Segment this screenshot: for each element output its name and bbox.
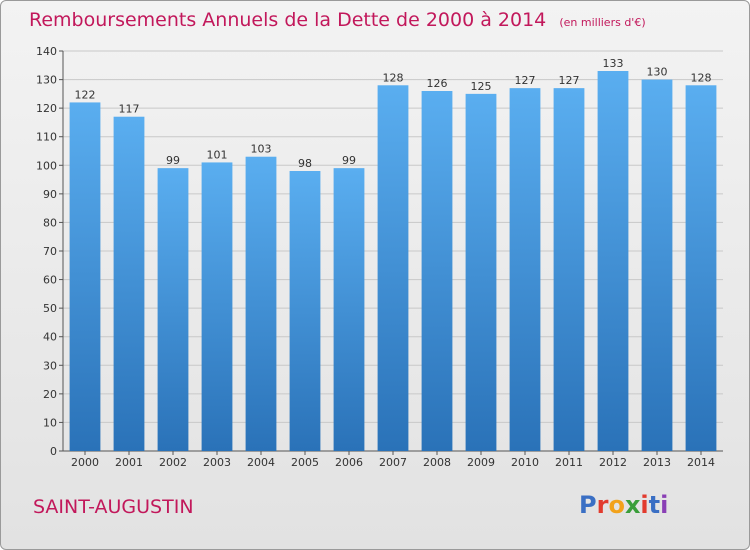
value-label: 117 [119, 103, 140, 116]
x-tick-label: 2007 [379, 456, 407, 469]
y-tick-label: 140 [36, 45, 57, 58]
x-tick-label: 2013 [643, 456, 671, 469]
bar-2007 [377, 85, 409, 452]
y-tick-label: 110 [36, 131, 57, 144]
value-label: 127 [515, 74, 536, 87]
logo-letter: t [648, 491, 661, 519]
value-label: 127 [559, 74, 580, 87]
value-label: 128 [691, 71, 712, 84]
value-label: 125 [471, 80, 492, 93]
x-tick-label: 2004 [247, 456, 275, 469]
bar-2012 [597, 71, 629, 451]
logo-letter: i [640, 491, 649, 519]
bar-2005 [289, 171, 321, 451]
logo-letter: P [579, 491, 597, 519]
x-tick-label: 2008 [423, 456, 451, 469]
x-tick-label: 2003 [203, 456, 231, 469]
y-tick-label: 100 [36, 159, 57, 172]
logo-letter: o [608, 491, 625, 519]
bar-2011 [553, 88, 585, 452]
x-tick-label: 2005 [291, 456, 319, 469]
x-tick-label: 2010 [511, 456, 539, 469]
y-tick-label: 0 [50, 445, 57, 458]
proxiti-logo: Proxiti [579, 491, 668, 519]
y-tick-label: 50 [43, 302, 57, 315]
x-tick-label: 2001 [115, 456, 143, 469]
bar-2001 [113, 116, 145, 451]
value-label: 130 [647, 66, 668, 79]
y-tick-label: 60 [43, 274, 57, 287]
place-name: SAINT-AUGUSTIN [33, 496, 194, 518]
y-tick-label: 30 [43, 359, 57, 372]
x-tick-label: 2002 [159, 456, 187, 469]
x-tick-label: 2014 [687, 456, 715, 469]
value-label: 126 [427, 77, 448, 90]
logo-letter: x [624, 491, 641, 519]
x-tick-labels: 2000 2001 2002 2003 2004 2005 2006 2007 2008 2009… [71, 451, 715, 469]
y-tick-label: 120 [36, 102, 57, 115]
bar-2004 [245, 156, 277, 451]
bar-2003 [201, 162, 233, 451]
bar-2009 [465, 93, 497, 451]
bar-2013 [641, 79, 673, 452]
logo-letter: i [660, 491, 669, 519]
value-label: 99 [166, 154, 180, 167]
value-label: 133 [603, 57, 624, 70]
bar-2000 [69, 102, 101, 451]
chart-title: Remboursements Annuels de la Dette de 20… [29, 9, 646, 31]
bar-2014 [685, 85, 717, 452]
bar-2008 [421, 91, 453, 451]
x-tick-label: 2000 [71, 456, 99, 469]
value-label: 101 [207, 148, 228, 161]
bars [69, 71, 717, 452]
x-tick-label: 2006 [335, 456, 363, 469]
chart-unit: (en milliers d'€) [559, 16, 646, 29]
y-tick-label: 90 [43, 188, 57, 201]
value-label: 122 [75, 88, 96, 101]
x-tick-label: 2009 [467, 456, 495, 469]
bar-2002 [157, 168, 189, 451]
value-label: 99 [342, 154, 356, 167]
value-label: 103 [251, 143, 272, 156]
y-tick-label: 70 [43, 245, 57, 258]
y-tick-label: 130 [36, 74, 57, 87]
bar-2010 [509, 88, 541, 452]
y-tick-label: 40 [43, 331, 57, 344]
y-tick-label: 80 [43, 216, 57, 229]
logo-letter: r [596, 491, 609, 519]
y-tick-label: 10 [43, 416, 57, 429]
x-tick-label: 2011 [555, 456, 583, 469]
x-tick-label: 2012 [599, 456, 627, 469]
value-label: 98 [298, 157, 312, 170]
y-tick-labels: 0 10 20 30 40 50 60 70 80 90 100 110 120 130 140 [36, 45, 57, 458]
value-label: 128 [383, 71, 404, 84]
y-tick-label: 20 [43, 388, 57, 401]
chart-title-text: Remboursements Annuels de la Dette de 20… [29, 9, 547, 31]
value-labels: 122 117 99 101 103 98 99 128 126 125 127 127 133 130 1… [75, 57, 712, 170]
bar-2006 [333, 168, 365, 451]
